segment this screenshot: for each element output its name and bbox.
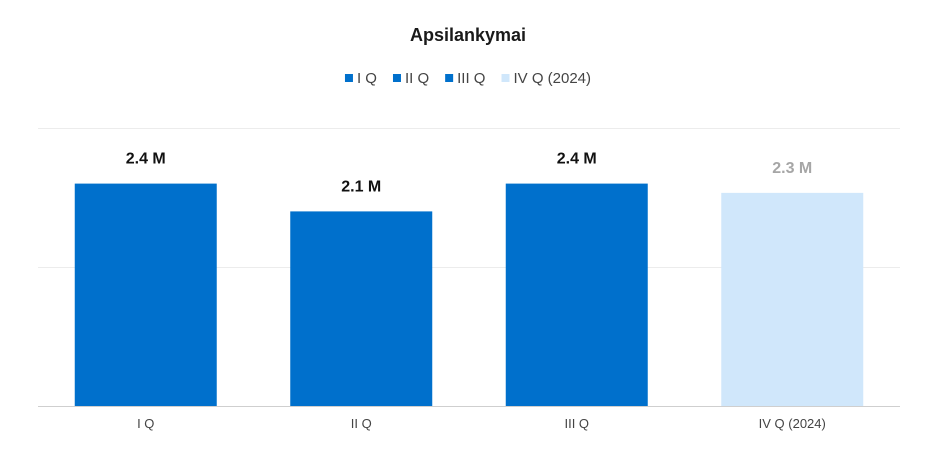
x-tick-label: IV Q (2024) [759, 416, 826, 431]
x-tick-label: I Q [137, 416, 154, 431]
value-labels: 2.4 M 2.1 M 2.4 M 2.3 M [126, 151, 813, 196]
legend-swatch [501, 74, 510, 82]
legend-label: II Q [405, 70, 429, 87]
x-tick-label: III Q [564, 416, 589, 431]
chart-title: Apsilankymai [410, 25, 526, 45]
data-label: 2.1 M [341, 178, 381, 195]
x-axis-ticks: I Q II Q III Q IV Q (2024) [137, 416, 826, 431]
legend-swatch [344, 74, 353, 82]
legend-label: III Q [457, 70, 485, 87]
data-label: 2.3 M [772, 160, 812, 177]
legend-swatch [392, 74, 401, 82]
bar [74, 183, 217, 406]
bar [721, 192, 864, 406]
legend: I Q II Q III Q IV Q (2024) [344, 70, 591, 87]
x-tick-label: II Q [351, 416, 372, 431]
data-label: 2.4 M [126, 151, 166, 168]
legend-label: I Q [357, 70, 377, 87]
data-label: 2.4 M [557, 151, 597, 168]
legend-label: IV Q (2024) [513, 70, 591, 87]
bars [74, 183, 864, 406]
bar [505, 183, 648, 406]
bar [290, 211, 433, 406]
legend-swatch [445, 74, 454, 82]
